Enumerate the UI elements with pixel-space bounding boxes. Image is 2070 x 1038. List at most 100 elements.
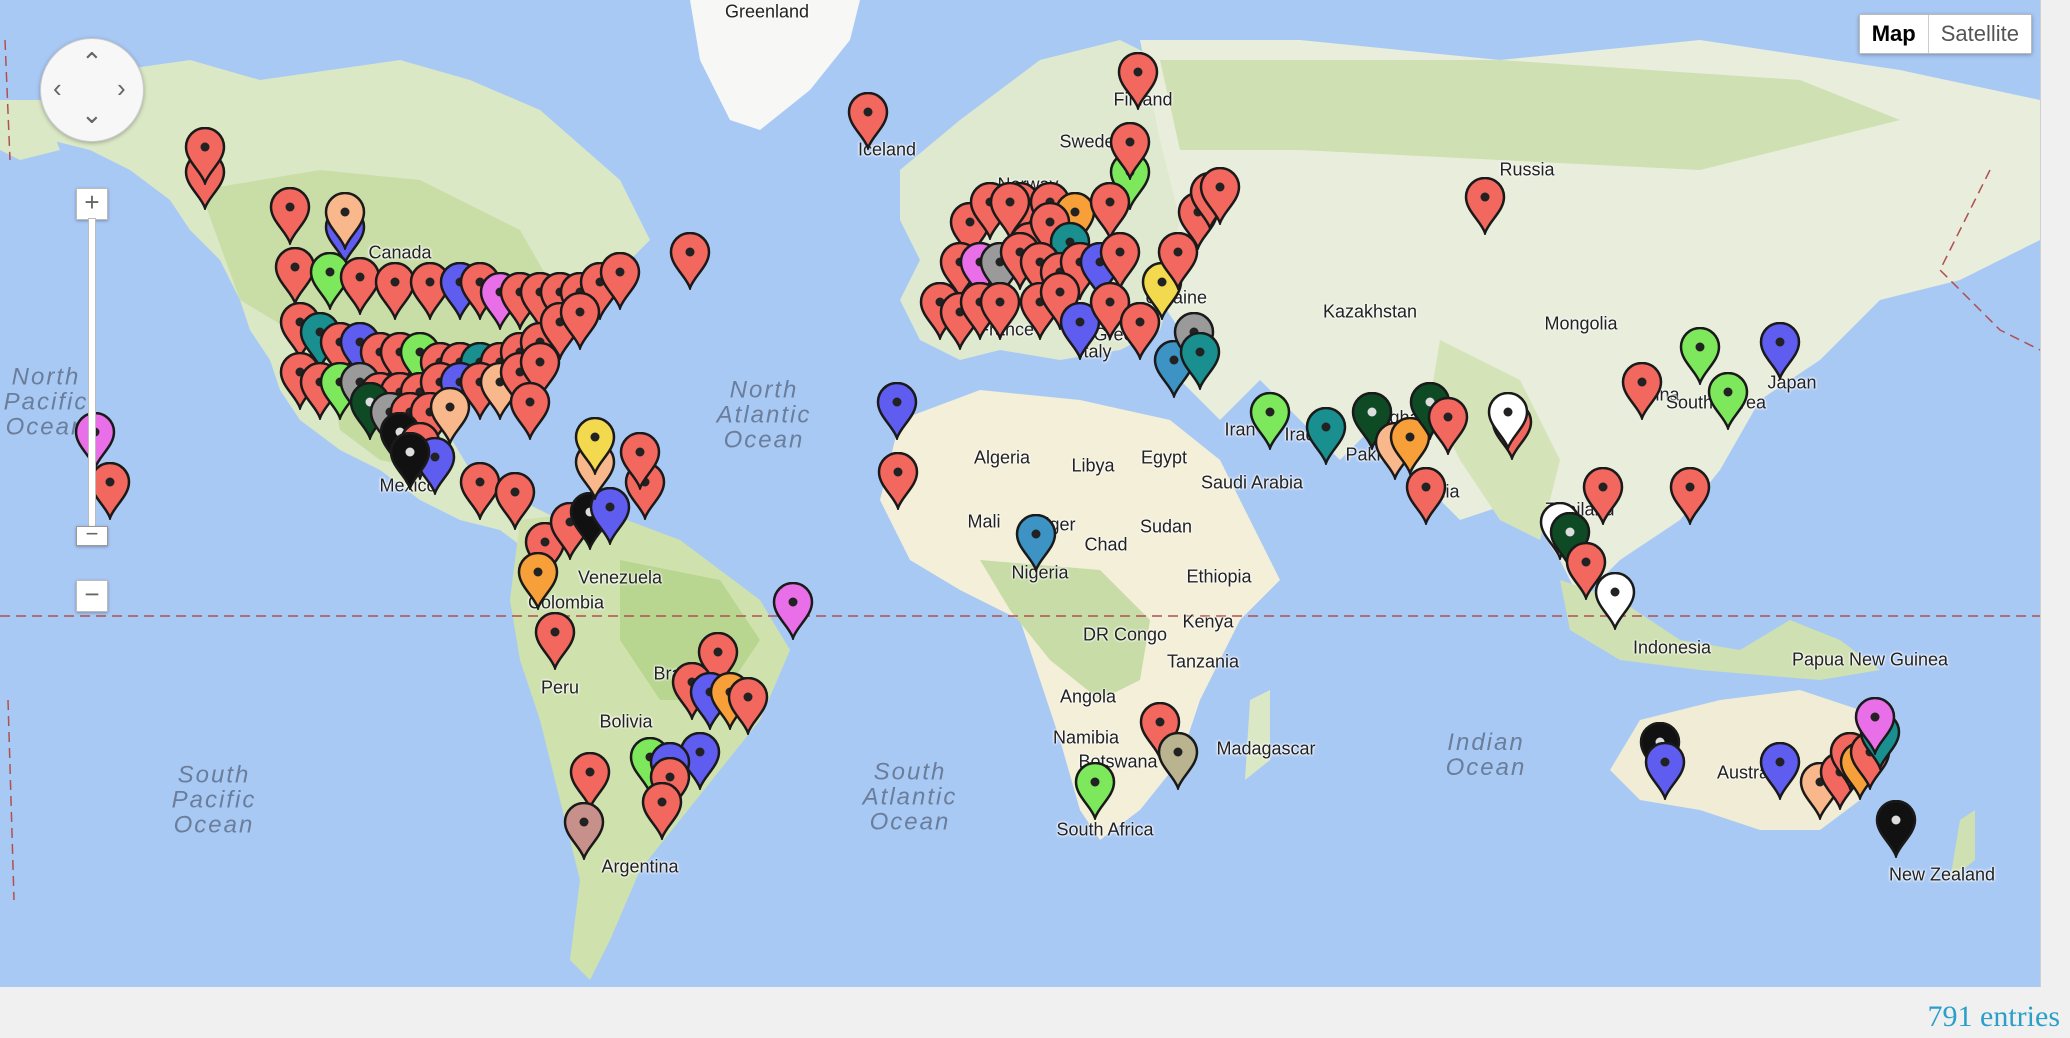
map-pin-icon[interactable]: [274, 247, 316, 305]
map-pin-icon[interactable]: [1582, 467, 1624, 525]
map-pin-icon[interactable]: [509, 382, 551, 440]
country-label: Indonesia: [1632, 637, 1712, 658]
map-pin-icon[interactable]: [1875, 800, 1917, 858]
map-pin-icon[interactable]: [1464, 177, 1506, 235]
country-label: Saudi Arabia: [1200, 472, 1304, 493]
country-label: Tanzania: [1166, 651, 1240, 672]
entries-count: 791 entries: [1927, 1000, 2060, 1033]
map-pin-icon[interactable]: [1305, 407, 1347, 465]
country-label: Venezuela: [577, 567, 663, 588]
country-label: DR Congo: [1082, 624, 1168, 645]
country-label: Colombia: [527, 592, 605, 613]
map-pin-icon[interactable]: [559, 292, 601, 350]
map-pin-icon[interactable]: [1249, 392, 1291, 450]
map-pin-icon[interactable]: [669, 232, 711, 290]
country-label: Papua New Guinea: [1791, 649, 1949, 670]
map-pin-icon[interactable]: [847, 92, 889, 150]
map-pin-icon[interactable]: [1119, 302, 1161, 360]
map-pin-icon[interactable]: [1157, 732, 1199, 790]
map-pin-icon[interactable]: [1099, 232, 1141, 290]
map-pin-icon[interactable]: [1059, 302, 1101, 360]
base-map: [0, 0, 2040, 980]
map-pin-icon[interactable]: [494, 472, 536, 530]
ocean-label: North Pacific Ocean: [3, 363, 89, 441]
country-label: Iceland: [857, 139, 917, 160]
zoom-in-button[interactable]: +: [76, 188, 108, 220]
map-pin-icon[interactable]: [1389, 417, 1431, 475]
map-pin-icon[interactable]: [1089, 182, 1131, 240]
country-label: Egypt: [1140, 447, 1188, 468]
country-label: Greenland: [724, 1, 810, 22]
map-pin-icon[interactable]: [269, 187, 311, 245]
map-pin-icon[interactable]: [1427, 397, 1469, 455]
map-pin-icon[interactable]: [619, 432, 661, 490]
map-pin-icon[interactable]: [389, 432, 431, 490]
map-pin-icon[interactable]: [429, 387, 471, 445]
map-pin-icon[interactable]: [727, 677, 769, 735]
map-pin-icon[interactable]: [1669, 467, 1711, 525]
map-pin-icon[interactable]: [876, 382, 918, 440]
map-pin-icon[interactable]: [1707, 372, 1749, 430]
ocean-label: South Pacific Ocean: [171, 761, 257, 839]
map-pin-icon[interactable]: [1644, 742, 1686, 800]
country-label: Libya: [1071, 455, 1115, 476]
map-view-button[interactable]: Map: [1859, 15, 1928, 53]
map-pin-icon[interactable]: [517, 552, 559, 610]
pan-right-icon[interactable]: ›: [117, 73, 126, 103]
map-pin-icon[interactable]: [563, 802, 605, 860]
map-pin-icon[interactable]: [641, 782, 683, 840]
country-label: Canada: [368, 242, 432, 263]
map-canvas[interactable]: GreenlandIcelandFinlandSwedenNorwayRussi…: [0, 0, 2041, 987]
country-label: Chad: [1084, 534, 1128, 555]
map-pin-icon[interactable]: [1594, 572, 1636, 630]
map-pin-icon[interactable]: [1117, 52, 1159, 110]
country-label: Bolivia: [599, 711, 653, 732]
map-pin-icon[interactable]: [877, 452, 919, 510]
map-pin-icon[interactable]: [1074, 762, 1116, 820]
map-pin-icon[interactable]: [1109, 122, 1151, 180]
ocean-label: North Atlantic Ocean: [716, 376, 812, 454]
map-pin-icon[interactable]: [1679, 327, 1721, 385]
map-pin-icon[interactable]: [1015, 514, 1057, 572]
land-asia: [1140, 40, 2040, 600]
map-pin-icon[interactable]: [772, 582, 814, 640]
country-label: South Africa: [1056, 819, 1154, 840]
map-pin-icon[interactable]: [1487, 392, 1529, 450]
satellite-view-button[interactable]: Satellite: [1927, 15, 2031, 53]
map-pin-icon[interactable]: [599, 252, 641, 310]
country-label: Ethiopia: [1186, 566, 1252, 587]
pan-left-icon[interactable]: ‹: [53, 73, 62, 103]
map-pin-icon[interactable]: [1157, 232, 1199, 290]
country-label: Angola: [1059, 686, 1117, 707]
ocean-label: Indian Ocean: [1445, 729, 1527, 781]
map-pin-icon[interactable]: [534, 612, 576, 670]
country-label: Namibia: [1052, 727, 1120, 748]
map-pin-icon[interactable]: [1621, 362, 1663, 420]
map-pin-icon[interactable]: [569, 752, 611, 810]
map-pin-icon[interactable]: [1565, 542, 1607, 600]
map-pin-icon[interactable]: [589, 487, 631, 545]
map-pin-icon[interactable]: [979, 282, 1021, 340]
zoom-slider-thumb[interactable]: −: [76, 523, 108, 546]
map-pin-icon[interactable]: [989, 182, 1031, 240]
country-label: Russia: [1499, 159, 1555, 180]
map-pin-icon[interactable]: [184, 127, 226, 185]
map-pin-icon[interactable]: [1405, 467, 1447, 525]
map-pin-icon[interactable]: [324, 192, 366, 250]
map-pin-icon[interactable]: [339, 257, 381, 315]
map-pin-icon[interactable]: [1759, 322, 1801, 380]
map-pin-icon[interactable]: [574, 417, 616, 475]
pan-control[interactable]: ⌃ ⌄ ‹ ›: [40, 38, 144, 142]
pan-up-icon[interactable]: ⌃: [81, 47, 103, 77]
map-pin-icon[interactable]: [374, 262, 416, 320]
map-pin-icon[interactable]: [1759, 742, 1801, 800]
map-pin-icon[interactable]: [1854, 697, 1896, 755]
map-pin-icon[interactable]: [519, 342, 561, 400]
map-pin-icon[interactable]: [697, 632, 739, 690]
zoom-slider-track[interactable]: [88, 218, 96, 530]
map-type-control: Map Satellite: [1858, 14, 2032, 54]
map-pin-icon[interactable]: [1199, 167, 1241, 225]
pan-down-icon[interactable]: ⌄: [81, 99, 103, 129]
zoom-out-button[interactable]: −: [76, 580, 108, 612]
map-pin-icon[interactable]: [1179, 332, 1221, 390]
